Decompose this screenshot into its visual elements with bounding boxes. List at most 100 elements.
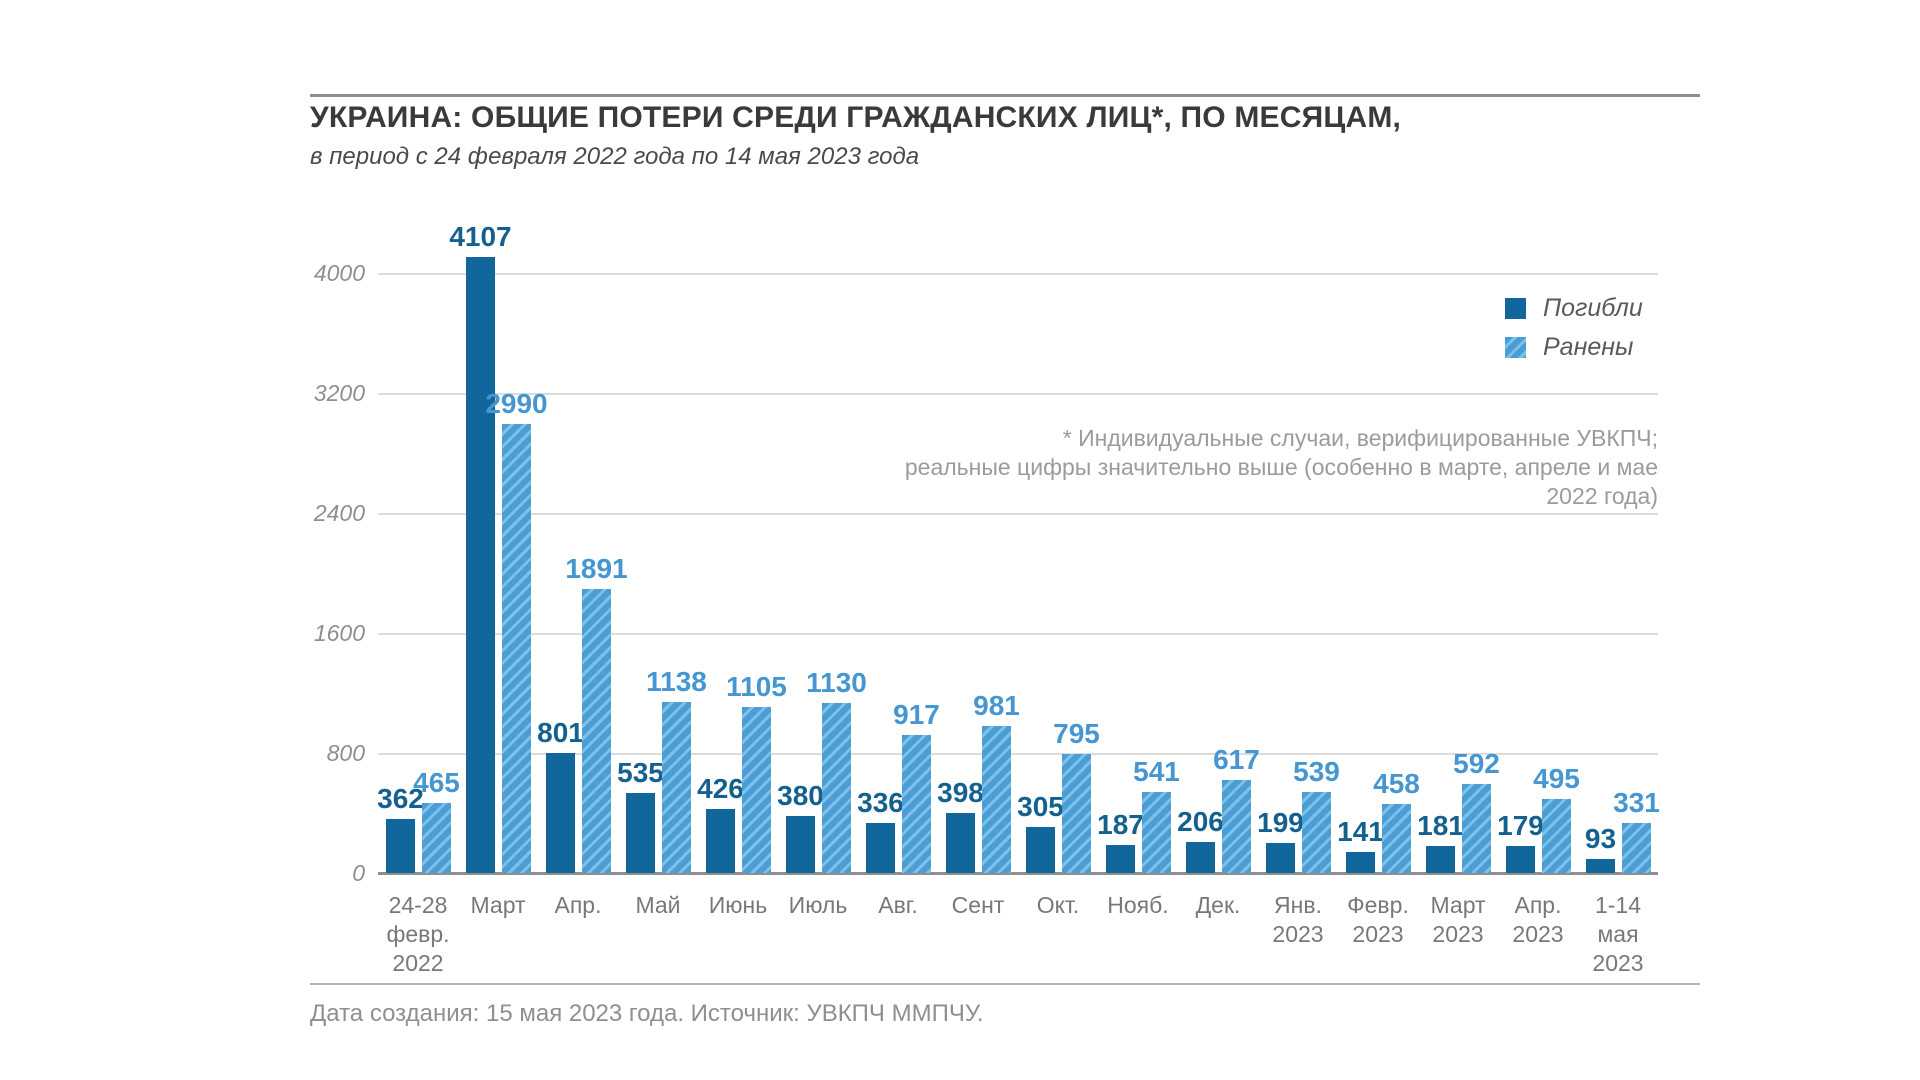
value-label: 1891 — [565, 553, 628, 584]
value-label: 331 — [1613, 787, 1660, 818]
bar-dead — [1586, 859, 1615, 873]
x-axis-label: Февр. 2023 — [1347, 892, 1409, 947]
y-axis-tick-label: 4000 — [313, 260, 365, 286]
x-axis-label: Нояб. — [1107, 892, 1169, 918]
value-label: 617 — [1213, 744, 1260, 775]
value-label: 398 — [937, 777, 984, 808]
value-label: 592 — [1453, 748, 1500, 779]
bar-dead — [626, 793, 655, 873]
value-label: 981 — [973, 690, 1020, 721]
legend-item-dead: Погибли — [1505, 293, 1643, 323]
gridline — [378, 633, 1658, 635]
value-label: 917 — [893, 699, 940, 730]
bar-wounded — [1622, 823, 1651, 873]
bar-wounded — [982, 726, 1011, 873]
value-label: 535 — [617, 757, 664, 788]
value-label: 495 — [1533, 763, 1580, 794]
legend-label-wounded: Ранены — [1543, 332, 1634, 361]
x-axis-label: Март — [470, 892, 526, 918]
value-label: 199 — [1257, 807, 1304, 838]
legend: Погибли Ранены — [1505, 293, 1643, 362]
bar-wounded — [662, 702, 691, 873]
gridline — [378, 273, 1658, 275]
bar-wounded — [1462, 784, 1491, 873]
bar-dead — [546, 753, 575, 873]
value-label: 1105 — [726, 671, 787, 702]
bar-wounded — [822, 703, 851, 873]
bar-dead — [706, 809, 735, 873]
gridline — [378, 513, 1658, 515]
bar-dead — [786, 816, 815, 873]
x-axis-label: 1-14 мая 2023 — [1592, 892, 1644, 976]
value-label: 426 — [697, 773, 744, 804]
value-label: 336 — [857, 787, 904, 818]
value-label: 305 — [1017, 791, 1064, 822]
header-top-rule — [310, 94, 1700, 97]
footnote-line-1: * Индивидуальные случаи, верифицированны… — [1062, 425, 1658, 451]
footnote-annotation: * Индивидуальные случаи, верифицированны… — [858, 424, 1658, 511]
bar-wounded — [1542, 799, 1571, 873]
y-axis-tick-label: 0 — [352, 860, 365, 886]
x-axis-label: Апр. 2023 — [1512, 892, 1564, 947]
value-label: 2990 — [485, 388, 548, 419]
bar-dead — [1106, 845, 1135, 873]
bar-wounded — [1222, 780, 1251, 873]
legend-label-dead: Погибли — [1543, 293, 1643, 322]
bar-dead — [866, 823, 895, 873]
value-label: 93 — [1584, 823, 1617, 854]
bar-wounded — [1382, 804, 1411, 873]
x-axis-label: Апр. — [554, 892, 602, 918]
bar-wounded — [422, 803, 451, 873]
source-note: Дата создания: 15 мая 2023 года. Источни… — [310, 1000, 984, 1027]
gridline — [378, 753, 1658, 755]
value-label: 539 — [1293, 756, 1340, 787]
value-label: 179 — [1497, 810, 1544, 841]
bar-dead — [946, 813, 975, 873]
x-axis-label: Март 2023 — [1430, 892, 1486, 947]
x-axis-label: 24-28 февр. 2022 — [386, 892, 450, 976]
bar-wounded — [902, 735, 931, 873]
bar-dead — [466, 257, 495, 873]
x-axis-label: Дек. — [1195, 892, 1241, 918]
bar-wounded — [502, 424, 531, 873]
bar-dead — [386, 819, 415, 873]
bar-wounded — [1062, 754, 1091, 873]
bar-wounded — [742, 707, 771, 873]
value-label: 465 — [413, 767, 460, 798]
y-axis-tick-label: 800 — [326, 740, 365, 766]
y-axis-tick-label: 2400 — [313, 500, 365, 526]
x-axis-label: Май — [635, 892, 681, 918]
bar-dead — [1266, 843, 1295, 873]
x-axis-label: Сент — [951, 892, 1005, 918]
value-label: 206 — [1177, 806, 1224, 837]
value-label: 541 — [1133, 756, 1180, 787]
page-subtitle: в период с 24 февраля 2022 года по 14 ма… — [310, 143, 920, 170]
value-label: 380 — [777, 780, 824, 811]
value-label: 362 — [377, 783, 424, 814]
value-label: 795 — [1053, 718, 1100, 749]
bar-dead — [1026, 827, 1055, 873]
value-label: 801 — [537, 717, 584, 748]
bar-wounded — [1142, 792, 1171, 873]
y-axis-tick-label: 3200 — [313, 380, 365, 406]
bar-dead — [1426, 846, 1455, 873]
legend-swatch-hatched-icon — [1505, 336, 1526, 358]
gridline — [378, 393, 1658, 395]
x-axis-label: Авг. — [878, 892, 918, 918]
value-label: 1138 — [646, 666, 707, 697]
bar-wounded — [582, 589, 611, 873]
bar-wounded — [1302, 792, 1331, 873]
value-label: 1130 — [806, 667, 867, 698]
y-axis-tick-label: 1600 — [313, 620, 365, 646]
x-axis-label: Июль — [788, 892, 848, 918]
x-axis-baseline — [378, 872, 1658, 875]
x-axis-label: Янв. 2023 — [1272, 892, 1324, 947]
legend-item-wounded: Ранены — [1505, 332, 1643, 362]
value-label: 458 — [1373, 768, 1420, 799]
bar-dead — [1186, 842, 1215, 873]
page-title: УКРАИНА: ОБЩИЕ ПОТЕРИ СРЕДИ ГРАЖДАНСКИХ … — [310, 101, 1402, 134]
value-label: 4107 — [449, 221, 512, 252]
x-axis-label: Окт. — [1036, 892, 1080, 918]
x-axis-label: Июнь — [708, 892, 768, 918]
